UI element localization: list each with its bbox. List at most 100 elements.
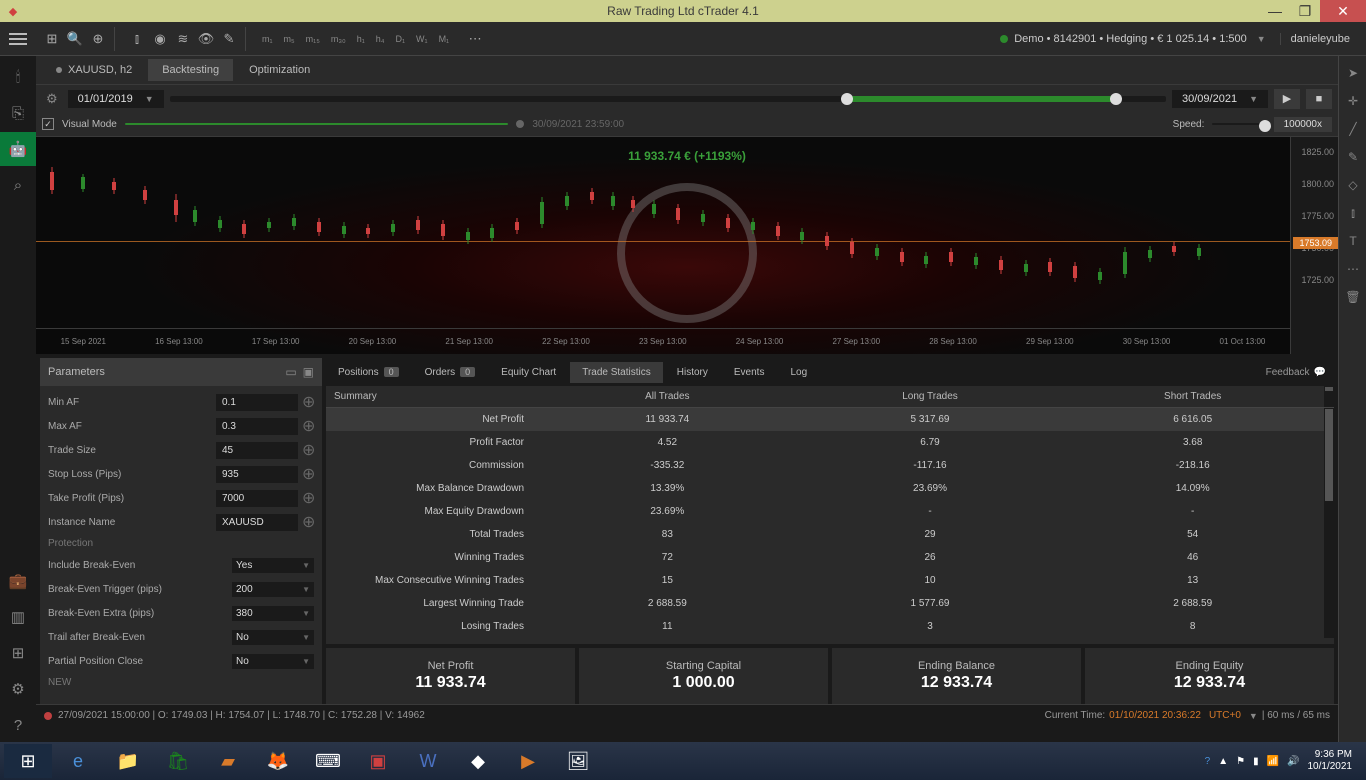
scrollbar[interactable]: [1324, 386, 1334, 407]
window-icon[interactable]: ⊞: [42, 29, 62, 49]
cursor-icon[interactable]: ➤: [1339, 60, 1366, 86]
spinner-icon[interactable]: ⊕: [302, 464, 314, 484]
maximize-button[interactable]: ❐: [1290, 0, 1320, 22]
settings-gear-icon[interactable]: ⚙: [42, 91, 62, 107]
close-button[interactable]: ✕: [1320, 0, 1366, 22]
media-icon[interactable]: ▶: [504, 744, 552, 778]
delete-icon[interactable]: 🗑: [1339, 284, 1366, 310]
network-icon[interactable]: 📶: [1267, 756, 1279, 767]
timeframe-h₁[interactable]: h₁: [353, 34, 369, 44]
timeframe-m₃₀[interactable]: m₃₀: [327, 34, 350, 44]
spinner-icon[interactable]: ⊕: [302, 440, 314, 460]
ie-icon[interactable]: e: [54, 744, 102, 778]
battery-icon[interactable]: ▮: [1253, 756, 1259, 767]
progress-slider[interactable]: [170, 96, 1166, 102]
timeframe-m₁[interactable]: m₁: [258, 34, 277, 44]
keyboard-icon[interactable]: ⌨: [304, 744, 352, 778]
param-input[interactable]: [216, 394, 298, 411]
spinner-icon[interactable]: ⊕: [302, 488, 314, 508]
volume-icon[interactable]: 🔊: [1287, 756, 1299, 767]
more-icon[interactable]: ⋯: [465, 29, 485, 49]
panel-icon[interactable]: ▭: [285, 365, 296, 379]
tab-backtesting[interactable]: Backtesting: [148, 59, 233, 81]
spinner-icon[interactable]: ⊕: [302, 512, 314, 532]
eye-icon[interactable]: 👁: [196, 29, 216, 49]
draw-icon[interactable]: ✎: [1339, 144, 1366, 170]
ctrader-icon[interactable]: ◆: [454, 744, 502, 778]
timeframe-h₄[interactable]: h₄: [372, 34, 389, 44]
help-icon[interactable]: ?: [0, 708, 36, 742]
candle-icon[interactable]: 🕯: [0, 60, 36, 94]
play-button[interactable]: ▶: [1274, 89, 1300, 109]
tab-optimization[interactable]: Optimization: [235, 59, 324, 81]
stop-button[interactable]: ■: [1306, 89, 1332, 109]
param-select[interactable]: 200▼: [232, 582, 314, 597]
param-select[interactable]: No▼: [232, 630, 314, 645]
slider-handle[interactable]: [841, 93, 853, 105]
param-input[interactable]: [216, 490, 298, 507]
windows-icon[interactable]: ⊞: [0, 636, 36, 670]
robot-icon[interactable]: 🤖: [0, 132, 36, 166]
timeframe-m₅[interactable]: m₅: [280, 34, 299, 44]
start-date[interactable]: 01/01/2019 ▼: [68, 90, 164, 108]
tab-log[interactable]: Log: [778, 362, 819, 383]
tab-trade-statistics[interactable]: Trade Statistics: [570, 362, 663, 383]
param-select[interactable]: No▼: [232, 654, 314, 669]
tab-events[interactable]: Events: [722, 362, 777, 383]
crosshair-icon[interactable]: ✛: [1339, 88, 1366, 114]
symbol-tab[interactable]: XAUUSD, h2: [42, 59, 146, 81]
tray-up-icon[interactable]: ▲: [1218, 756, 1228, 767]
zoom-icon[interactable]: ⊕: [88, 29, 108, 49]
spinner-icon[interactable]: ⊕: [302, 416, 314, 436]
param-input[interactable]: [216, 514, 298, 531]
timeframe-M₁[interactable]: M₁: [435, 34, 454, 44]
edit-icon[interactable]: ✎: [219, 29, 239, 49]
gear-icon[interactable]: ⚙: [0, 672, 36, 706]
explorer-icon[interactable]: 📁: [104, 744, 152, 778]
line-icon[interactable]: ╱: [1339, 116, 1366, 142]
param-select[interactable]: 380▼: [232, 606, 314, 621]
indicator-icon[interactable]: ◉: [150, 29, 170, 49]
scrollbar[interactable]: [1324, 408, 1334, 638]
analyze-icon[interactable]: ⌕: [0, 168, 36, 202]
slider-handle[interactable]: [1110, 93, 1122, 105]
taskbar-clock[interactable]: 9:36 PM 10/1/2021: [1308, 749, 1353, 773]
store-icon[interactable]: 🛍: [154, 744, 202, 778]
start-button[interactable]: ⊞: [4, 744, 52, 778]
copy-icon[interactable]: ⎘: [0, 96, 36, 130]
firefox-icon[interactable]: 🦊: [254, 744, 302, 778]
param-input[interactable]: [216, 466, 298, 483]
fib-icon[interactable]: ⫾: [1339, 200, 1366, 226]
chart-type-icon[interactable]: ⫾: [127, 29, 147, 49]
timeframe-m₁₅[interactable]: m₁₅: [302, 34, 324, 44]
visual-mode-checkbox[interactable]: ✓: [42, 118, 54, 130]
briefcase-icon[interactable]: 💼: [0, 564, 36, 598]
tab-history[interactable]: History: [665, 362, 720, 383]
param-select[interactable]: Yes▼: [232, 558, 314, 573]
tab-equity-chart[interactable]: Equity Chart: [489, 362, 568, 383]
help-tray-icon[interactable]: ?: [1205, 756, 1211, 767]
text-icon[interactable]: T: [1339, 228, 1366, 254]
minimize-button[interactable]: —: [1260, 0, 1290, 22]
search-icon[interactable]: 🔍: [65, 29, 85, 49]
param-input[interactable]: [216, 442, 298, 459]
columns-icon[interactable]: ▥: [0, 600, 36, 634]
price-chart[interactable]: 11 933.74 € (+1193%) 1825.001800.001775.…: [36, 136, 1338, 354]
word-icon[interactable]: W: [404, 744, 452, 778]
timeframe-D₁[interactable]: D₁: [391, 34, 409, 44]
account-info[interactable]: Demo • 8142901 • Hedging • € 1 025.14 • …: [1000, 33, 1265, 45]
end-date[interactable]: 30/09/2021 ▼: [1172, 90, 1268, 108]
shape-icon[interactable]: ◇: [1339, 172, 1366, 198]
app-icon[interactable]: ▣: [354, 744, 402, 778]
panel-icon[interactable]: ▣: [303, 365, 314, 379]
flag-icon[interactable]: ⚑: [1236, 756, 1245, 767]
more-icon[interactable]: ⋯: [1339, 256, 1366, 282]
photos-icon[interactable]: 🖼: [554, 744, 602, 778]
tab-orders[interactable]: Orders0: [413, 362, 488, 383]
sublime-icon[interactable]: ▰: [204, 744, 252, 778]
spinner-icon[interactable]: ⊕: [302, 392, 314, 412]
menu-button[interactable]: [6, 27, 30, 51]
speed-value[interactable]: 100000x: [1274, 117, 1332, 132]
username-label[interactable]: danieleyube: [1280, 33, 1360, 45]
timeframe-W₁[interactable]: W₁: [412, 34, 432, 44]
